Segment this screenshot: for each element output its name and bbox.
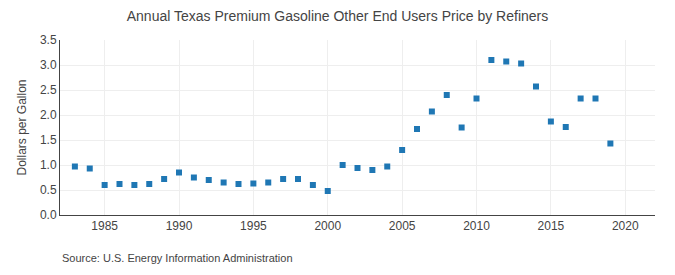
svg-text:Dollars per Gallon: Dollars per Gallon [15,79,29,175]
svg-text:1.5: 1.5 [40,133,57,147]
svg-text:1995: 1995 [240,219,267,233]
svg-text:2010: 2010 [463,219,490,233]
svg-text:0.0: 0.0 [40,208,57,222]
svg-text:1.0: 1.0 [40,158,57,172]
svg-text:2.0: 2.0 [40,108,57,122]
svg-text:2015: 2015 [538,219,565,233]
svg-text:2005: 2005 [389,219,416,233]
svg-text:1985: 1985 [91,219,118,233]
svg-text:2000: 2000 [314,219,341,233]
svg-text:Source: U.S. Energy Informatio: Source: U.S. Energy Information Administ… [62,252,293,264]
svg-text:3.5: 3.5 [40,33,57,47]
svg-text:3.0: 3.0 [40,58,57,72]
svg-text:0.5: 0.5 [40,183,57,197]
svg-text:Annual Texas Premium Gasoline: Annual Texas Premium Gasoline Other End … [127,8,548,24]
svg-text:1990: 1990 [166,219,193,233]
svg-text:2.5: 2.5 [40,83,57,97]
svg-text:2020: 2020 [612,219,639,233]
